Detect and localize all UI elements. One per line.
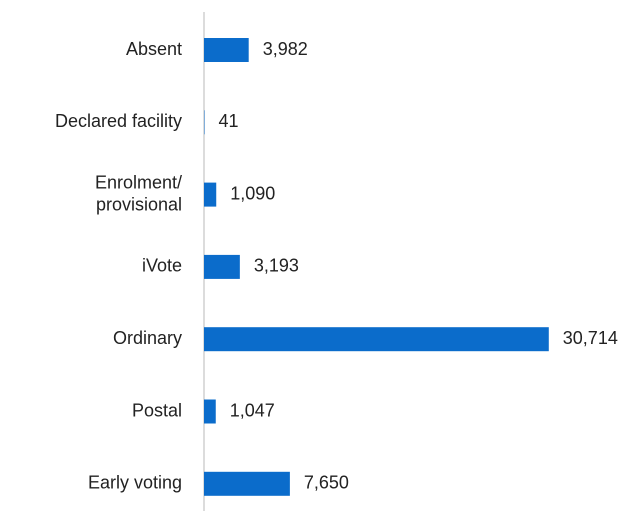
value-label: 1,047 xyxy=(230,400,275,420)
category-label: iVote xyxy=(142,256,182,276)
bar xyxy=(204,327,549,352)
category-label: Early voting xyxy=(88,473,182,493)
value-label: 3,982 xyxy=(263,39,308,59)
value-label: 1,090 xyxy=(230,183,275,203)
value-label: 41 xyxy=(218,111,238,131)
category-label: Declared facility xyxy=(55,111,182,131)
bar xyxy=(204,254,240,279)
bar xyxy=(204,399,216,424)
category-label: Postal xyxy=(132,400,182,420)
value-label: 30,714 xyxy=(563,328,618,348)
bar xyxy=(204,182,217,207)
category-label: Ordinary xyxy=(113,328,182,348)
value-label: 3,193 xyxy=(254,256,299,276)
value-label: 7,650 xyxy=(304,473,349,493)
bar xyxy=(204,38,249,62)
category-label: Enrolment/provisional xyxy=(95,172,182,214)
category-label: Absent xyxy=(126,39,182,59)
bar xyxy=(204,471,290,496)
